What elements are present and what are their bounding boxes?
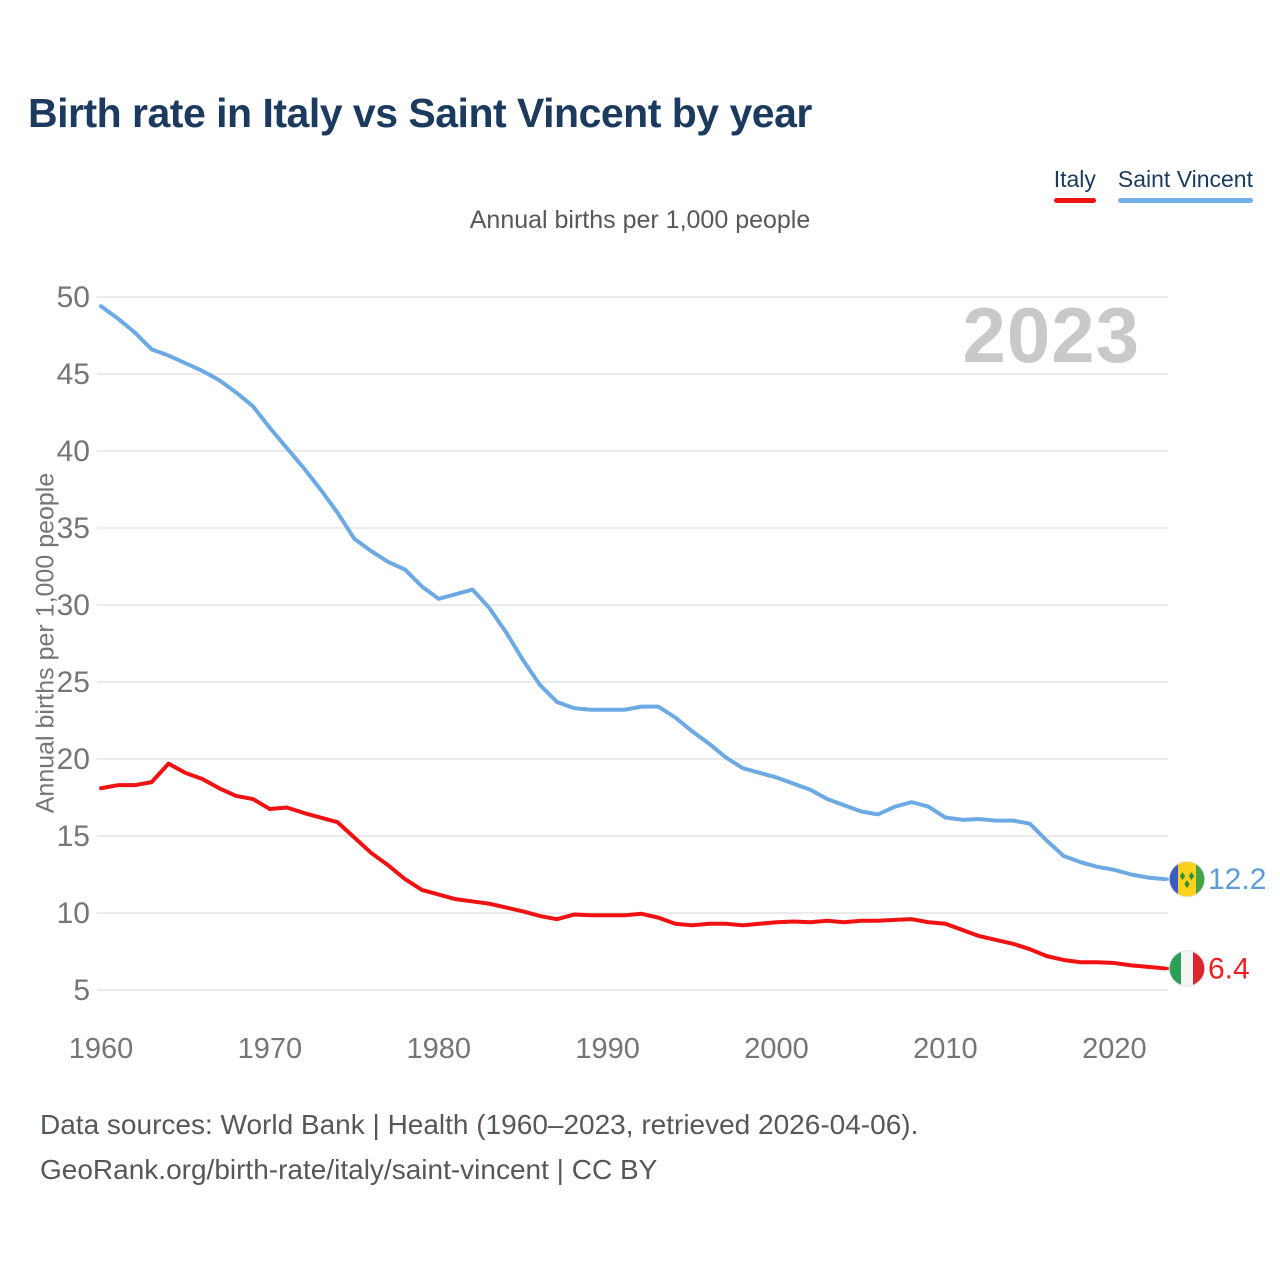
chart-legend: Italy Saint Vincent <box>1053 166 1253 203</box>
y-tick-45: 45 <box>57 358 90 391</box>
page-title: Birth rate in Italy vs Saint Vincent by … <box>28 90 812 136</box>
legend-swatch-saint-vincent <box>1117 198 1253 203</box>
italy-line-series <box>99 761 1167 971</box>
italy-flag-icon <box>1168 950 1206 987</box>
x-tick-2020: 2020 <box>1082 1033 1147 1065</box>
saint-vincent-end-value-label: 12.2 <box>1208 863 1266 896</box>
y-tick-25: 25 <box>57 666 90 699</box>
chart-footer: Data sources: World Bank | Health (1960–… <box>40 1102 918 1192</box>
y-tick-10: 10 <box>57 897 90 930</box>
saint-vincent-line-series <box>99 304 1167 882</box>
y-gridlines: 5 10 15 20 25 30 35 40 45 50 <box>57 281 1168 1007</box>
italy-end-value-label: 6.4 <box>1208 952 1250 985</box>
legend-item-saint-vincent[interactable]: Saint Vincent <box>1117 166 1253 203</box>
y-tick-30: 30 <box>57 589 90 622</box>
x-tick-1990: 1990 <box>575 1033 640 1065</box>
watermark-year: 2023 <box>962 291 1140 379</box>
y-tick-40: 40 <box>57 435 90 468</box>
x-axis-ticks: 1960 1970 1980 1990 2000 2010 2020 <box>69 1033 1147 1065</box>
y-tick-5: 5 <box>73 974 90 1007</box>
legend-item-italy[interactable]: Italy <box>1053 166 1096 203</box>
x-tick-2010: 2010 <box>913 1033 978 1065</box>
chart-subtitle: Annual births per 1,000 people <box>469 206 811 234</box>
saint-vincent-flag-icon <box>1168 860 1206 898</box>
x-tick-2000: 2000 <box>744 1033 809 1065</box>
legend-swatch-italy <box>1053 198 1096 203</box>
x-tick-1970: 1970 <box>238 1033 303 1065</box>
y-tick-35: 35 <box>57 512 90 545</box>
footer-data-sources: Data sources: World Bank | Health (1960–… <box>40 1109 919 1140</box>
legend-label-italy: Italy <box>1053 166 1096 192</box>
footer-attribution: GeoRank.org/birth-rate/italy/saint-vince… <box>40 1154 658 1185</box>
y-tick-15: 15 <box>57 820 90 853</box>
y-tick-50: 50 <box>57 281 90 314</box>
x-tick-1960: 1960 <box>69 1033 134 1065</box>
legend-label-saint-vincent: Saint Vincent <box>1117 166 1253 192</box>
x-tick-1980: 1980 <box>407 1033 472 1065</box>
y-tick-20: 20 <box>57 743 90 776</box>
